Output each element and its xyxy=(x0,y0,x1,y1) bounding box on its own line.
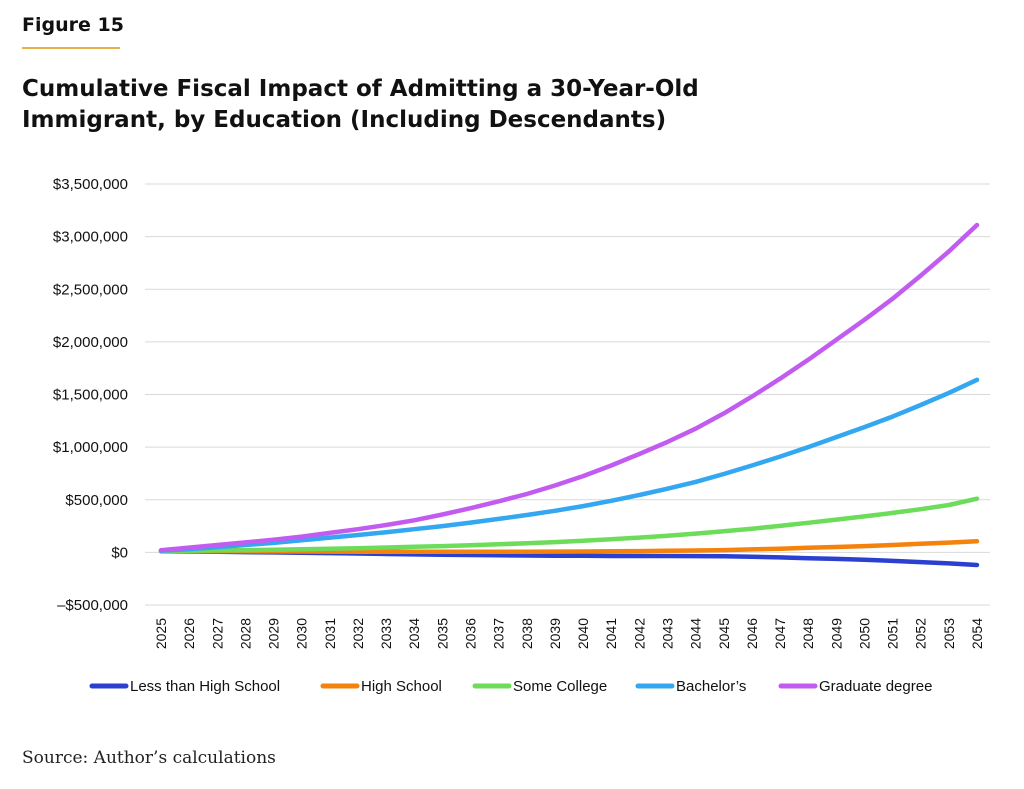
x-tick-label: 2041 xyxy=(603,618,619,649)
x-tick-label: 2030 xyxy=(294,618,310,649)
chart-title-line-2: Immigrant, by Education (Including Desce… xyxy=(22,107,667,133)
x-tick-label: 2027 xyxy=(209,618,225,649)
x-tick-label: 2026 xyxy=(181,618,197,649)
x-tick-label: 2053 xyxy=(941,618,957,649)
x-tick-label: 2033 xyxy=(378,618,394,649)
x-tick-label: 2039 xyxy=(547,618,563,649)
legend-item-bachelor-s: Bachelor’s xyxy=(635,678,746,695)
y-tick-label: $3,000,000 xyxy=(53,229,128,246)
x-tick-label: 2045 xyxy=(716,618,732,649)
series-line-graduate-degree xyxy=(158,222,980,553)
x-tick-label: 2029 xyxy=(266,618,282,649)
x-tick-label: 2048 xyxy=(800,618,816,649)
y-tick-label: –$500,000 xyxy=(57,597,128,614)
x-axis-tick-labels: 2025 2026 2027 2028 2029 2030 2031 2032 2033 2034… xyxy=(153,618,985,649)
figure-label-underline xyxy=(22,47,120,49)
y-tick-label: $1,500,000 xyxy=(53,387,128,404)
source-note: Source: Author’s calculations xyxy=(22,748,276,768)
legend-label: Graduate degree xyxy=(819,678,932,695)
y-tick-label: $2,500,000 xyxy=(53,281,128,298)
x-tick-label: 2031 xyxy=(322,618,338,649)
legend-item-less-than-high-school: Less than High School xyxy=(89,678,280,695)
x-tick-label: 2044 xyxy=(688,618,704,649)
x-tick-label: 2028 xyxy=(237,618,253,649)
x-tick-label: 2043 xyxy=(659,618,675,649)
x-tick-label: 2036 xyxy=(463,618,479,649)
x-tick-label: 2046 xyxy=(744,618,760,649)
x-tick-label: 2032 xyxy=(350,618,366,649)
series-line-some-college xyxy=(158,496,980,554)
y-tick-label: $500,000 xyxy=(65,492,128,509)
y-axis-tick-labels: $3,500,000 $3,000,000 $2,500,000 $2,000,000… xyxy=(53,176,128,614)
x-tick-label: 2025 xyxy=(153,618,169,649)
x-tick-label: 2038 xyxy=(519,618,535,649)
legend-label: High School xyxy=(361,678,442,695)
x-tick-label: 2037 xyxy=(491,618,507,649)
figure-label: Figure 15 xyxy=(22,14,124,36)
y-tick-label: $1,000,000 xyxy=(53,439,128,456)
x-tick-label: 2054 xyxy=(969,618,985,649)
x-tick-label: 2035 xyxy=(434,618,450,649)
legend-item-graduate-degree: Graduate degree xyxy=(778,678,932,695)
legend-label: Bachelor’s xyxy=(676,678,746,695)
chart-title-line-1: Cumulative Fiscal Impact of Admitting a … xyxy=(22,76,699,102)
x-tick-label: 2042 xyxy=(631,618,647,649)
x-tick-label: 2050 xyxy=(856,618,872,649)
x-tick-label: 2049 xyxy=(828,618,844,649)
legend: Less than High School High School Some Col… xyxy=(89,678,932,695)
y-tick-label: $2,000,000 xyxy=(53,334,128,351)
x-tick-label: 2047 xyxy=(772,618,788,649)
legend-label: Some College xyxy=(513,678,607,695)
x-tick-label: 2034 xyxy=(406,618,422,649)
legend-item-some-college: Some College xyxy=(472,678,607,695)
x-tick-label: 2040 xyxy=(575,618,591,649)
legend-label: Less than High School xyxy=(130,678,280,695)
series-lines xyxy=(158,222,980,568)
chart-title: Cumulative Fiscal Impact of Admitting a … xyxy=(22,74,842,136)
legend-item-high-school: High School xyxy=(320,678,442,695)
x-tick-label: 2051 xyxy=(885,618,901,649)
y-tick-label: $0 xyxy=(111,544,128,561)
series-line-bachelor-s xyxy=(158,377,980,554)
x-tick-label: 2052 xyxy=(913,618,929,649)
y-tick-label: $3,500,000 xyxy=(53,176,128,193)
gridlines xyxy=(145,183,990,606)
